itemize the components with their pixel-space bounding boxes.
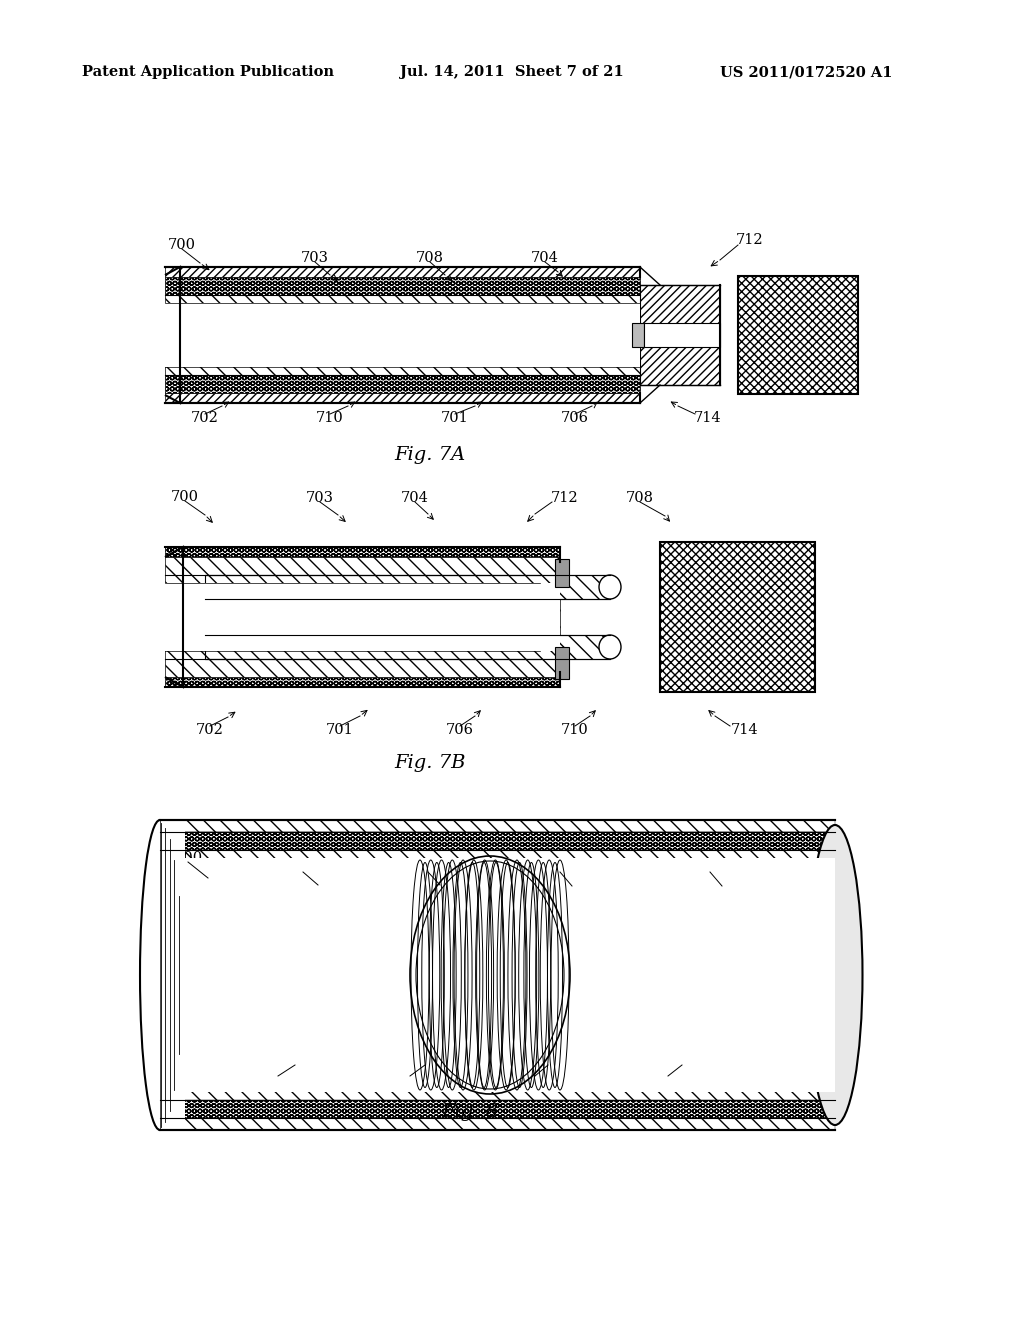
Text: 816: 816	[696, 861, 724, 875]
Bar	[738, 276, 858, 393]
Text: 710: 710	[561, 723, 589, 737]
Bar	[165, 659, 560, 677]
Text: Patent Application Publication: Patent Application Publication	[82, 65, 334, 79]
Text: 800: 800	[174, 851, 202, 865]
Text: 704: 704	[401, 491, 429, 506]
Text: 812: 812	[546, 861, 573, 875]
Text: 703: 703	[306, 491, 334, 506]
Text: 708: 708	[626, 491, 654, 506]
Text: 706: 706	[561, 411, 589, 425]
Text: 714: 714	[694, 411, 722, 425]
Text: 808: 808	[414, 861, 442, 875]
Text: Fig. 8: Fig. 8	[441, 1104, 499, 1121]
Bar	[160, 832, 835, 850]
Bar	[160, 1100, 835, 1118]
Bar	[155, 820, 850, 1130]
Bar	[165, 277, 640, 294]
Bar	[632, 323, 644, 347]
Text: 702: 702	[191, 411, 219, 425]
Text: Fig. 7A: Fig. 7A	[394, 446, 466, 465]
Text: 806: 806	[289, 861, 317, 875]
Ellipse shape	[599, 635, 621, 659]
Text: 700: 700	[168, 238, 196, 252]
Text: 704: 704	[531, 251, 559, 265]
Bar	[555, 647, 569, 678]
Ellipse shape	[599, 576, 621, 599]
Text: 708: 708	[416, 251, 444, 265]
Bar	[644, 323, 720, 347]
Ellipse shape	[808, 825, 862, 1125]
Bar	[160, 820, 185, 1130]
Bar	[160, 858, 835, 1092]
Text: 804: 804	[396, 1073, 424, 1086]
Ellipse shape	[416, 861, 564, 1089]
Text: Fig. 7B: Fig. 7B	[394, 754, 466, 772]
Text: 701: 701	[326, 723, 354, 737]
Bar	[165, 294, 640, 375]
Text: 814: 814	[654, 1073, 682, 1086]
Text: 703: 703	[301, 251, 329, 265]
Bar	[165, 304, 640, 367]
Bar	[165, 557, 560, 576]
Text: 700: 700	[171, 490, 199, 504]
Bar	[160, 1118, 835, 1130]
Text: Jul. 14, 2011  Sheet 7 of 21: Jul. 14, 2011 Sheet 7 of 21	[400, 65, 624, 79]
Bar	[165, 576, 560, 659]
Bar	[640, 285, 720, 385]
Text: 802: 802	[264, 1073, 292, 1086]
Bar	[165, 546, 560, 557]
Text: 702: 702	[196, 723, 224, 737]
Text: 714: 714	[731, 723, 759, 737]
Text: 710: 710	[316, 411, 344, 425]
Bar	[660, 543, 815, 692]
Bar	[205, 576, 610, 599]
Bar	[165, 583, 560, 651]
Text: 712: 712	[736, 234, 764, 247]
Bar	[160, 850, 835, 1100]
Text: 712: 712	[551, 491, 579, 506]
Bar	[165, 267, 640, 277]
Text: US 2011/0172520 A1: US 2011/0172520 A1	[720, 65, 893, 79]
Text: 701: 701	[441, 411, 469, 425]
Bar	[165, 267, 640, 403]
Bar	[555, 558, 569, 587]
Bar	[165, 393, 640, 403]
Text: 706: 706	[446, 723, 474, 737]
Ellipse shape	[140, 820, 180, 1130]
Bar	[160, 820, 835, 832]
Text: 810: 810	[521, 1073, 549, 1086]
Bar	[165, 546, 660, 686]
Bar	[165, 375, 640, 393]
Bar	[205, 635, 610, 659]
Bar	[165, 677, 560, 686]
